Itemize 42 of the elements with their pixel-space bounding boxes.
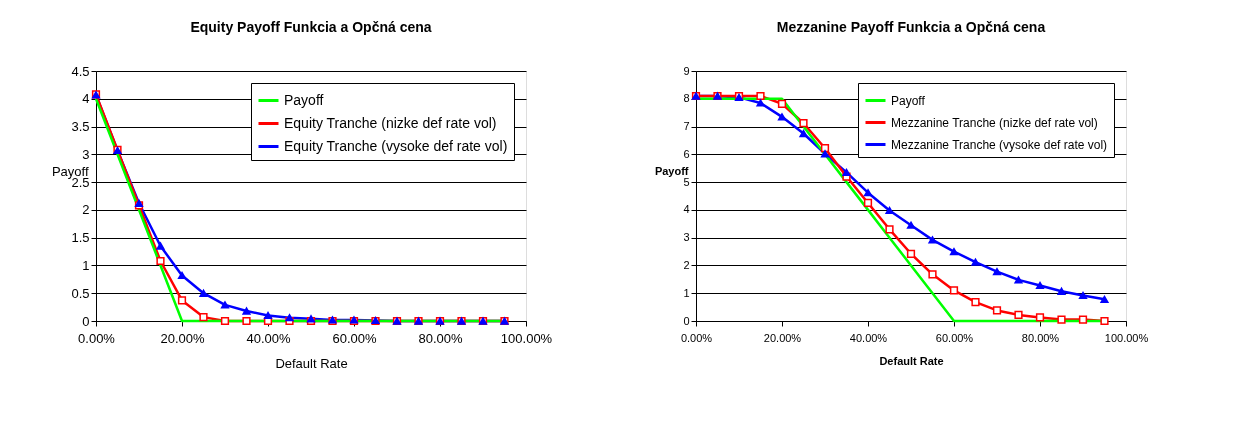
y-tick-label: 2	[82, 202, 90, 218]
legend-label: Equity Tranche (vysoke def rate vol)	[284, 137, 508, 154]
y-tick-label: 3	[82, 146, 90, 162]
legend-label: Equity Tranche (nizke def rate vol)	[284, 114, 497, 131]
x-tick-label: 20.00%	[160, 330, 205, 346]
y-tick-label: 6	[683, 147, 690, 160]
y-tick-label: 4	[82, 91, 90, 107]
y-tick-label: 5	[683, 175, 690, 188]
x-tick-label: 0.00%	[78, 330, 116, 346]
legend-label: Payoff	[891, 93, 926, 108]
y-tick-label: 9	[683, 64, 690, 77]
x-tick-label: 100.00%	[500, 330, 553, 346]
chart-title: Mezzanine Payoff Funkcia a Opčná cena	[776, 19, 1046, 35]
y-tick-label: 3	[683, 231, 690, 244]
y-tick-label: 3.5	[71, 119, 90, 135]
y-tick-label: 1.5	[71, 230, 90, 246]
x-tick-label: 0.00%	[680, 331, 713, 344]
y-tick-label: 0	[82, 313, 90, 329]
x-tick-label: 20.00%	[763, 331, 802, 344]
y-tick-label: 1	[82, 257, 90, 273]
y-tick-label: 0.5	[71, 285, 90, 301]
x-tick-label: 60.00%	[935, 331, 974, 344]
y-tick-label: 2	[683, 258, 690, 271]
x-tick-label: 80.00%	[1021, 331, 1060, 344]
y-axis-title: Payoff	[654, 164, 689, 177]
y-tick-label: 4	[683, 203, 690, 216]
x-tick-label: 40.00%	[849, 331, 888, 344]
y-tick-label: 0	[683, 314, 690, 327]
y-tick-label: 1	[683, 286, 690, 299]
legend-label: Mezzanine Tranche (vysoke def rate vol)	[891, 137, 1108, 152]
y-tick-label: 7	[683, 120, 690, 133]
x-tick-label: 40.00%	[246, 330, 291, 346]
x-tick-label: 80.00%	[418, 330, 463, 346]
chart-title: Equity Payoff Funkcia a Opčná cena	[190, 19, 432, 35]
legend-label: Payoff	[284, 91, 324, 108]
y-tick-label: 8	[683, 92, 690, 105]
legend-label: Mezzanine Tranche (nizke def rate vol)	[891, 115, 1098, 130]
x-tick-label: 100.00%	[1104, 331, 1149, 344]
y-tick-label: 4.5	[71, 63, 90, 79]
x-axis-title: Default Rate	[879, 354, 944, 367]
x-axis-title: Default Rate	[275, 355, 348, 371]
x-tick-label: 60.00%	[332, 330, 377, 346]
